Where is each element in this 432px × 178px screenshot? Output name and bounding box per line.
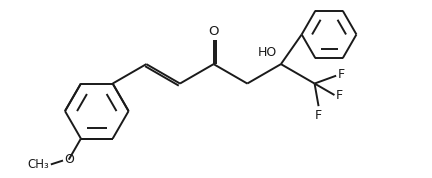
Text: O: O — [208, 25, 219, 38]
Text: F: F — [315, 109, 322, 122]
Text: F: F — [338, 68, 345, 81]
Text: HO: HO — [258, 46, 277, 59]
Text: O: O — [64, 153, 74, 166]
Text: F: F — [336, 88, 343, 101]
Text: CH₃: CH₃ — [27, 158, 49, 171]
